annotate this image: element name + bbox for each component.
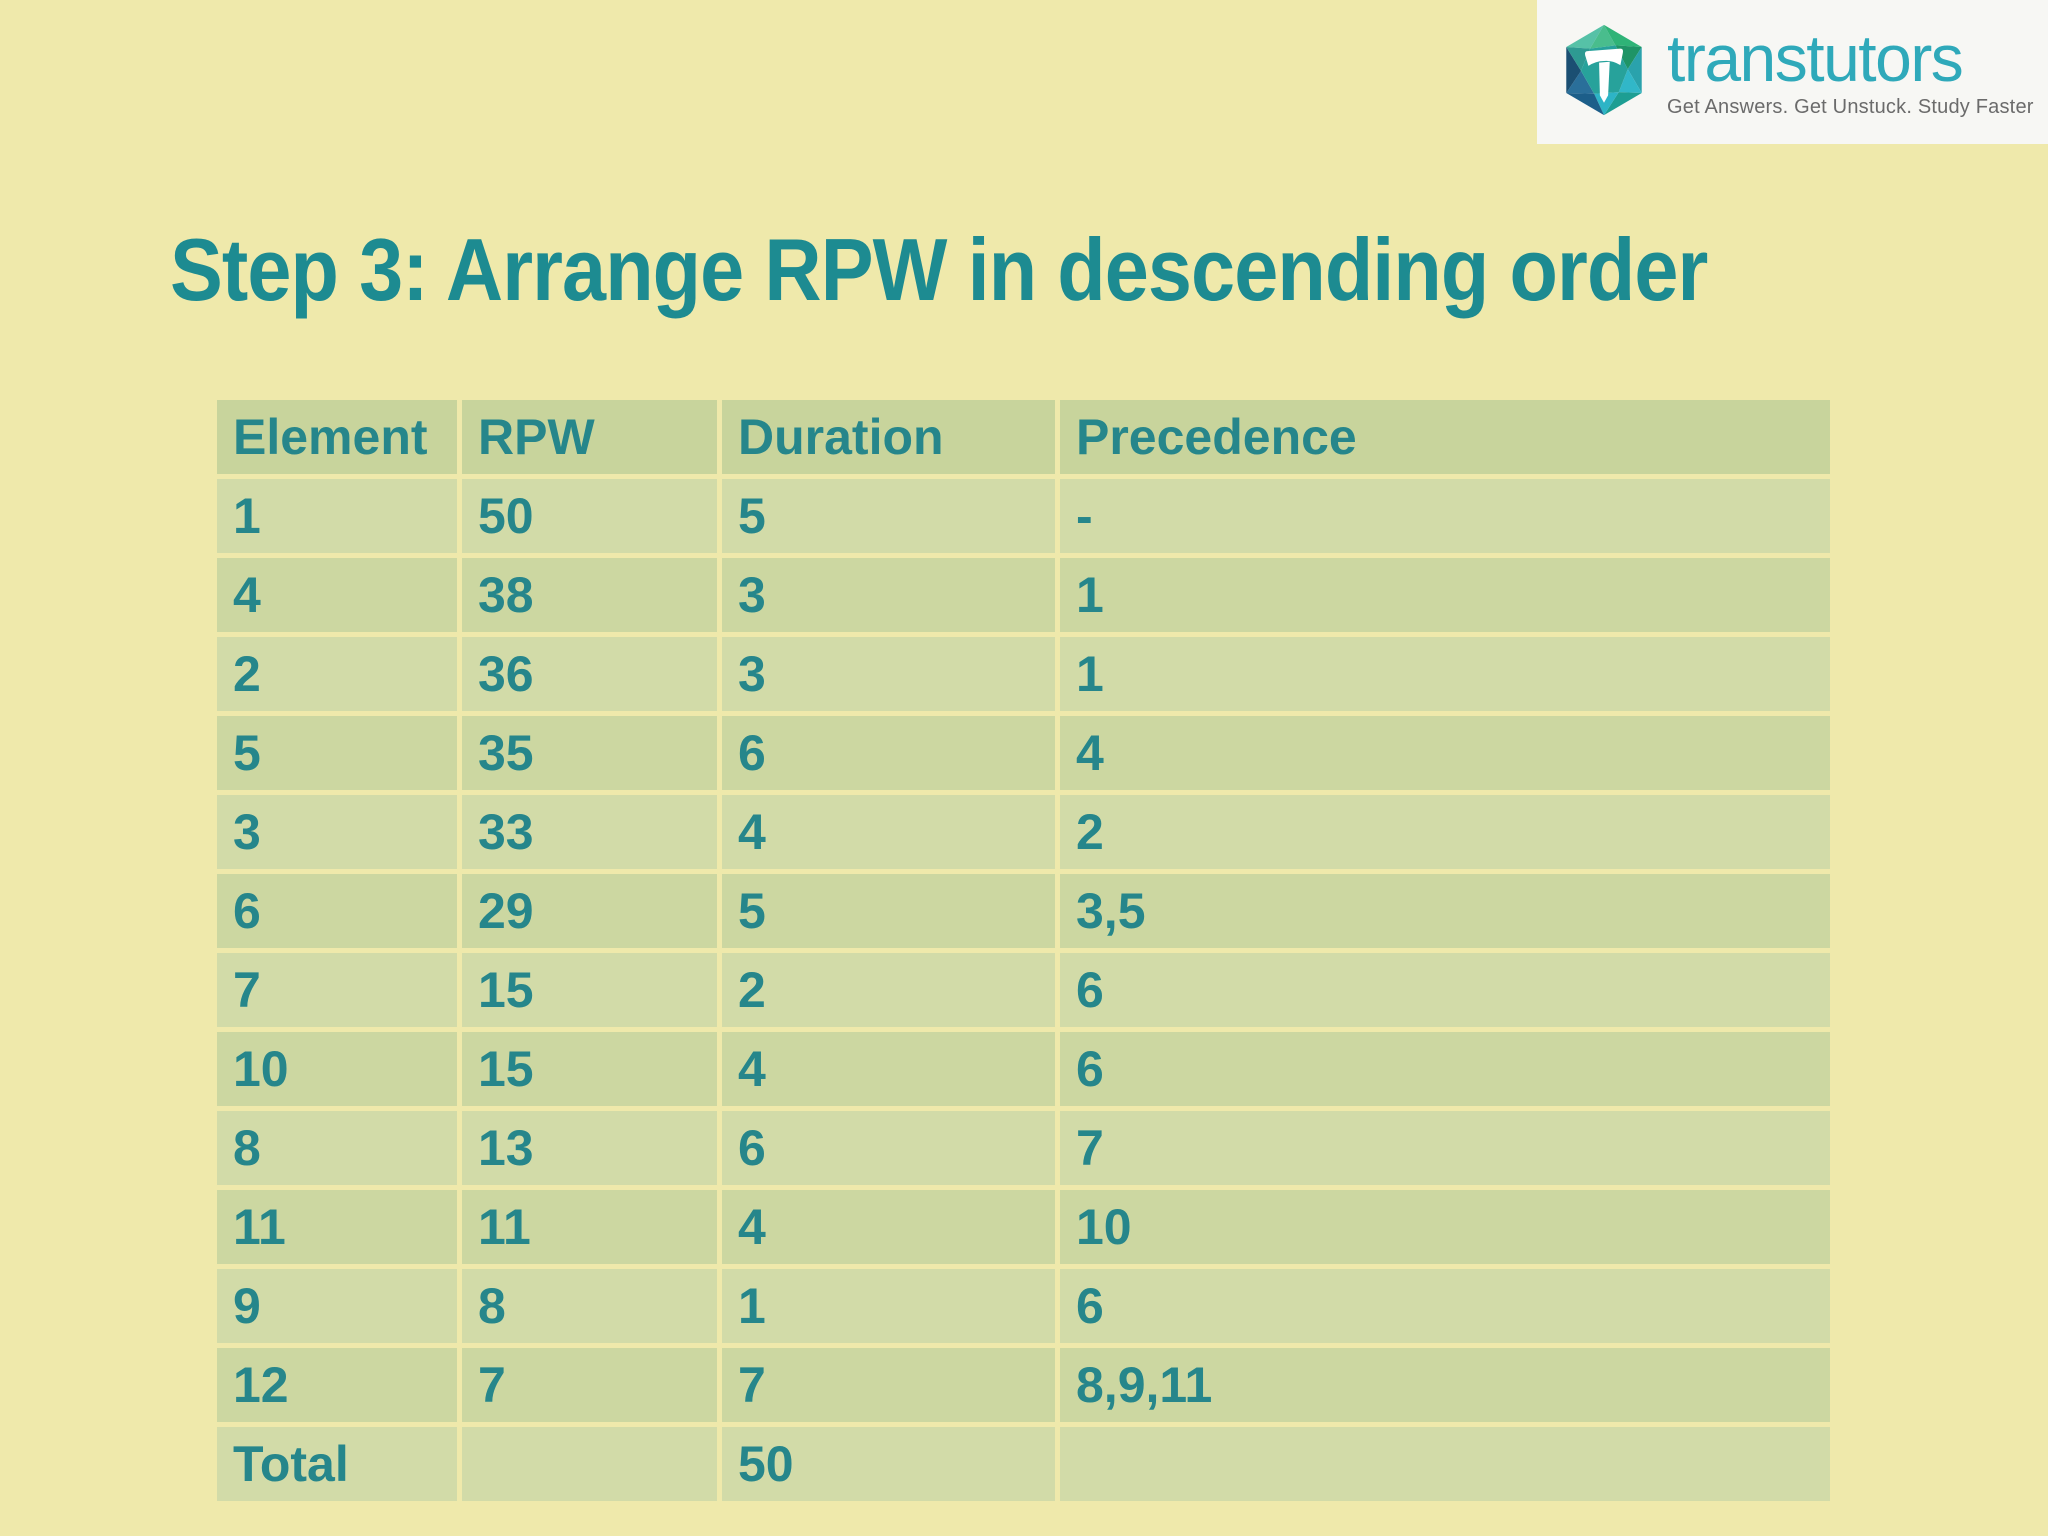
table-cell-precedence: 7	[1060, 1111, 1830, 1185]
table-cell-element: 7	[217, 953, 457, 1027]
table-cell-element: 5	[217, 716, 457, 790]
column-header-rpw: RPW	[462, 400, 717, 474]
table-cell-rpw: 38	[462, 558, 717, 632]
table-row: 11 11 4 10	[217, 1190, 1830, 1264]
table-cell-precedence: 10	[1060, 1190, 1830, 1264]
table-cell-rpw: 13	[462, 1111, 717, 1185]
table-cell-element: 11	[217, 1190, 457, 1264]
rpw-table: Element RPW Duration Precedence 1 50 5-4 38…	[212, 395, 1835, 1506]
table-cell-precedence	[1060, 1427, 1830, 1501]
table-row: 7 15 2 6	[217, 953, 1830, 1027]
table-cell-rpw: 36	[462, 637, 717, 711]
table-cell-precedence: 8,9,11	[1060, 1348, 1830, 1422]
table-cell-duration: 4	[722, 1032, 1055, 1106]
column-header-element: Element	[217, 400, 457, 474]
table-cell-precedence: 3,5	[1060, 874, 1830, 948]
table-cell-precedence: 1	[1060, 637, 1830, 711]
table-cell-element: 3	[217, 795, 457, 869]
table-cell-duration: 50	[722, 1427, 1055, 1501]
logo-text: transtutors Get Answers. Get Unstuck. St…	[1667, 20, 2034, 118]
table-row: 6 29 5 3,5	[217, 874, 1830, 948]
table-cell-rpw: 50	[462, 479, 717, 553]
table-cell-precedence: -	[1060, 479, 1830, 553]
table-cell-rpw: 7	[462, 1348, 717, 1422]
table-row: 10 15 4 6	[217, 1032, 1830, 1106]
column-header-duration: Duration	[722, 400, 1055, 474]
table-cell-element: 9	[217, 1269, 457, 1343]
table-cell-duration: 1	[722, 1269, 1055, 1343]
table-cell-element: 4	[217, 558, 457, 632]
table-row: 4 38 3 1	[217, 558, 1830, 632]
table-row: 8 13 6 7	[217, 1111, 1830, 1185]
table-cell-rpw: 29	[462, 874, 717, 948]
table-cell-duration: 3	[722, 558, 1055, 632]
table-cell-duration: 4	[722, 1190, 1055, 1264]
table-cell-element: 12	[217, 1348, 457, 1422]
table-total-row: Total 50	[217, 1427, 1830, 1501]
table-row: 2 36 3 1	[217, 637, 1830, 711]
table-cell-rpw: 8	[462, 1269, 717, 1343]
table-cell-precedence: 1	[1060, 558, 1830, 632]
table-cell-duration: 7	[722, 1348, 1055, 1422]
table-cell-duration: 4	[722, 795, 1055, 869]
table-cell-element: 2	[217, 637, 457, 711]
rpw-table-body: 1 50 5-4 38 3 1 2 36 3 1 5 35 6 4 3 33 4 2 6 29 5 3,5 7 15 2 6 10 1…	[217, 479, 1830, 1501]
table-cell-duration: 2	[722, 953, 1055, 1027]
brand-tagline: Get Answers. Get Unstuck. Study Faster	[1667, 95, 2034, 118]
table-cell-precedence: 4	[1060, 716, 1830, 790]
slide-title: Step 3: Arrange RPW in descending order	[170, 220, 1708, 319]
table-cell-precedence: 6	[1060, 953, 1830, 1027]
transtutors-logo-icon	[1566, 24, 1642, 116]
table-cell-rpw: 15	[462, 1032, 717, 1106]
table-cell-element: Total	[217, 1427, 457, 1501]
table-row: 3 33 4 2	[217, 795, 1830, 869]
table-cell-element: 6	[217, 874, 457, 948]
table-cell-duration: 6	[722, 716, 1055, 790]
table-cell-duration: 3	[722, 637, 1055, 711]
table-cell-rpw	[462, 1427, 717, 1501]
table-cell-rpw: 35	[462, 716, 717, 790]
table-cell-element: 10	[217, 1032, 457, 1106]
table-row: 1 50 5-	[217, 479, 1830, 553]
brand-name: transtutors	[1667, 20, 1964, 95]
table-cell-element: 8	[217, 1111, 457, 1185]
table-cell-rpw: 33	[462, 795, 717, 869]
table-cell-element: 1	[217, 479, 457, 553]
table-row: 12 7 7 8,9,11	[217, 1348, 1830, 1422]
table-cell-duration: 6	[722, 1111, 1055, 1185]
table-cell-rpw: 15	[462, 953, 717, 1027]
column-header-precedence: Precedence	[1060, 400, 1830, 474]
table-cell-rpw: 11	[462, 1190, 717, 1264]
table-header-row: Element RPW Duration Precedence	[217, 400, 1830, 474]
table-cell-precedence: 2	[1060, 795, 1830, 869]
table-cell-precedence: 6	[1060, 1269, 1830, 1343]
table-cell-duration: 5	[722, 874, 1055, 948]
table-cell-precedence: 6	[1060, 1032, 1830, 1106]
table-cell-duration: 5	[722, 479, 1055, 553]
logo: transtutors Get Answers. Get Unstuck. St…	[1537, 0, 2048, 144]
table-row: 5 35 6 4	[217, 716, 1830, 790]
